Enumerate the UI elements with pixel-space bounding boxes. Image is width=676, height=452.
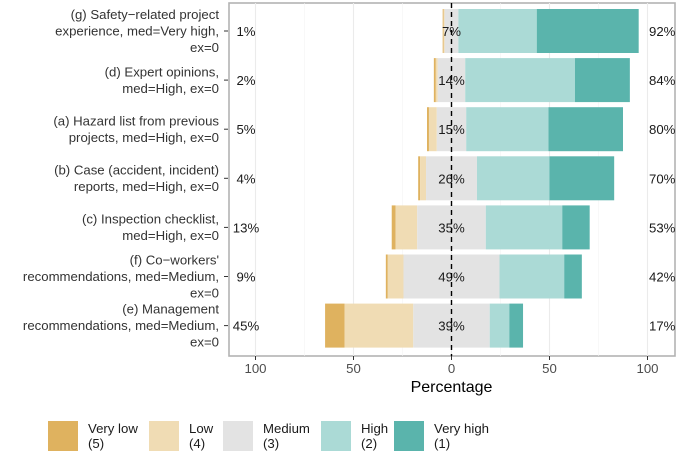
x-tick-label-3: 50 xyxy=(542,361,557,376)
bar-segment-very-high-1 xyxy=(574,58,630,103)
category-label-0-line-1: experience, med=Very high, xyxy=(55,24,219,39)
bar-segment-low-4 xyxy=(395,205,418,250)
right-percent-label: 84% xyxy=(649,73,676,88)
legend-label-3-line-2: (2) xyxy=(361,436,377,451)
category-label-6-line-1: recommendations, med=Medium, xyxy=(23,318,219,333)
category-label-5-line-0: (f) Co−workers' xyxy=(130,253,219,268)
right-percent-label: 42% xyxy=(649,270,676,285)
left-percent-label: 1% xyxy=(236,24,255,39)
category-label-4-line-0: (c) Inspection checklist, xyxy=(82,212,219,227)
bar-segment-low-1 xyxy=(435,58,438,103)
legend-swatch-medium xyxy=(223,421,253,451)
bar-segment-high-1 xyxy=(465,58,575,103)
legend-label-3-line-1: High xyxy=(361,421,388,436)
bar-segment-high-4 xyxy=(485,205,563,250)
bar-segment-low-5 xyxy=(387,254,404,299)
bar-segment-high-2 xyxy=(466,107,549,152)
bar-segment-very-high-0 xyxy=(536,9,639,53)
middle-percent-label: 39% xyxy=(438,319,465,334)
bar-segment-high-0 xyxy=(458,9,537,53)
category-label-6-line-2: ex=0 xyxy=(190,335,219,350)
legend-label-4-line-2: (1) xyxy=(434,436,450,451)
bar-segment-low-6 xyxy=(344,303,414,348)
category-label-5-line-1: recommendations, med=Medium, xyxy=(23,269,219,284)
left-percent-label: 2% xyxy=(236,73,255,88)
category-label-6-line-0: (e) Management xyxy=(122,302,219,317)
bar-segment-high-3 xyxy=(476,156,550,201)
bar-segment-low-2 xyxy=(428,107,437,152)
legend-swatch-very-high xyxy=(394,421,424,451)
x-tick-label-0: 100 xyxy=(244,361,266,376)
right-percent-label: 53% xyxy=(649,220,676,235)
bar-segment-low-3 xyxy=(420,156,427,201)
category-label-5-line-2: ex=0 xyxy=(190,286,219,301)
legend-label-4-line-1: Very high xyxy=(434,421,489,436)
left-percent-label: 9% xyxy=(236,270,255,285)
left-percent-label: 13% xyxy=(233,220,260,235)
right-percent-label: 70% xyxy=(649,171,676,186)
bar-segment-high-6 xyxy=(489,303,510,348)
legend-label-1-line-2: (4) xyxy=(189,436,205,451)
middle-percent-label: 35% xyxy=(438,220,465,235)
left-percent-label: 4% xyxy=(236,171,255,186)
bar-segment-very-low-3 xyxy=(418,156,421,201)
legend-label-1-line-1: Low xyxy=(189,421,214,436)
legend-swatch-low xyxy=(149,421,179,451)
bar-segment-very-low-6 xyxy=(325,303,345,348)
right-percent-label: 80% xyxy=(649,122,676,137)
category-label-4-line-1: med=High, ex=0 xyxy=(122,228,219,243)
bar-segment-high-5 xyxy=(499,254,565,299)
category-label-1-line-0: (d) Expert opinions, xyxy=(105,64,219,79)
legend-label-2-line-1: Medium xyxy=(263,421,310,436)
legend-swatch-high xyxy=(321,421,351,451)
bar-segment-very-low-0 xyxy=(442,9,444,53)
legend-label-0-line-2: (5) xyxy=(88,436,104,451)
x-axis-title: Percentage xyxy=(411,379,493,396)
x-tick-label-4: 100 xyxy=(636,361,658,376)
right-percent-label: 17% xyxy=(649,319,676,334)
category-label-0-line-0: (g) Safety−related project xyxy=(71,7,220,22)
legend-label-2-line-2: (3) xyxy=(263,436,279,451)
bar-segment-low-0 xyxy=(443,9,445,53)
category-label-3-line-0: (b) Case (accident, incident) xyxy=(54,163,219,178)
bar-segment-very-low-4 xyxy=(391,205,396,250)
bar-segment-very-high-3 xyxy=(549,156,615,201)
bar-segment-very-high-5 xyxy=(564,254,582,299)
bar-segment-very-low-1 xyxy=(433,58,436,103)
left-percent-label: 5% xyxy=(236,122,255,137)
category-label-0-line-2: ex=0 xyxy=(190,40,219,55)
x-tick-label-1: 50 xyxy=(346,361,361,376)
legend-label-0-line-1: Very low xyxy=(88,421,138,436)
left-percent-label: 45% xyxy=(233,319,260,334)
middle-percent-label: 14% xyxy=(438,73,465,88)
x-tick-label-2: 0 xyxy=(448,361,455,376)
category-label-2-line-1: projects, med=High, ex=0 xyxy=(69,130,219,145)
legend-swatch-very-low xyxy=(48,421,78,451)
bar-segment-very-high-4 xyxy=(562,205,590,250)
bar-segment-very-high-6 xyxy=(509,303,524,348)
bar-segment-very-high-2 xyxy=(548,107,623,152)
bar-segment-very-low-5 xyxy=(385,254,388,299)
category-label-3-line-1: reports, med=High, ex=0 xyxy=(74,179,219,194)
category-label-2-line-0: (a) Hazard list from previous xyxy=(53,113,219,128)
right-percent-label: 92% xyxy=(649,24,676,39)
category-label-1-line-1: med=High, ex=0 xyxy=(122,81,219,96)
bar-segment-very-low-2 xyxy=(427,107,429,152)
